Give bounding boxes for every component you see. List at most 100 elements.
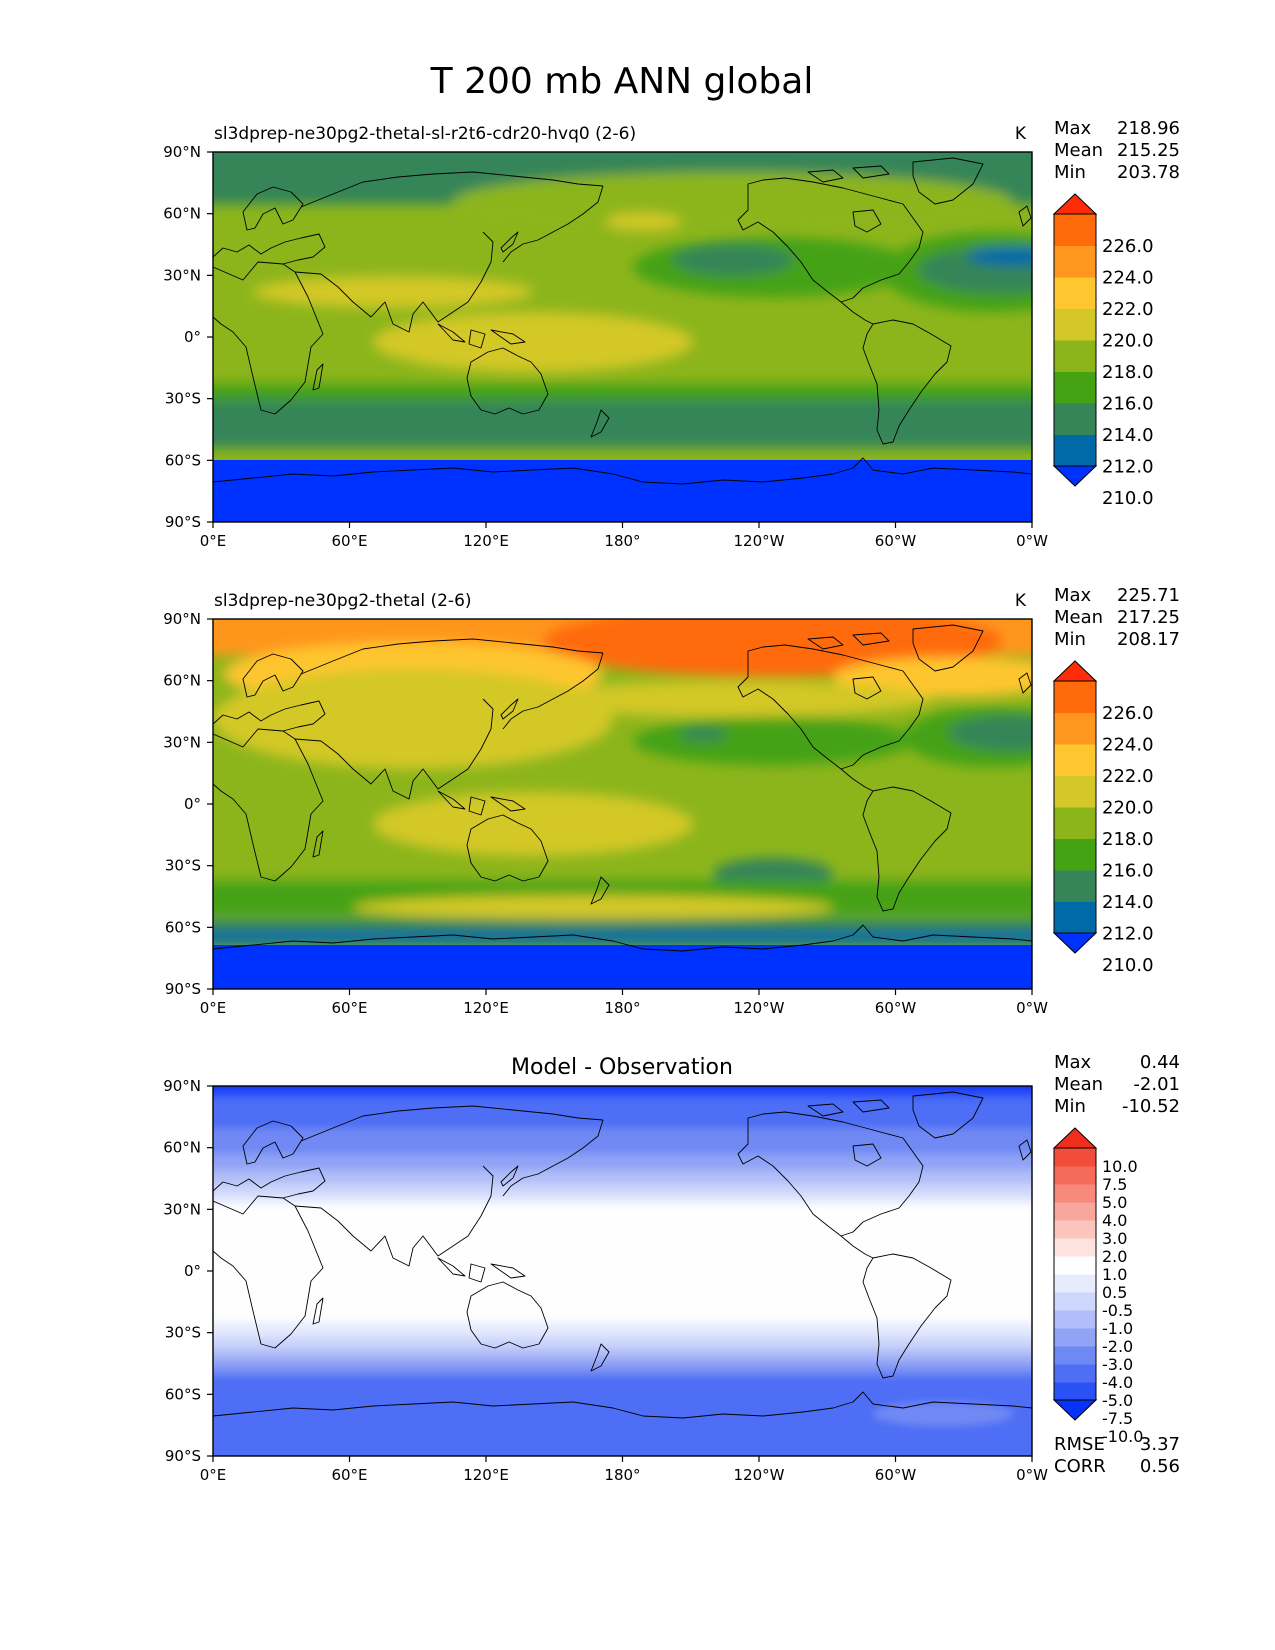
y-tick-label: 30°N bbox=[163, 733, 201, 751]
field-level-215-north-pacific bbox=[633, 717, 913, 765]
panel-1-title: sl3dprep-ne30pg2-thetal-sl-r2t6-cdr20-hv… bbox=[214, 124, 636, 144]
colorbar-label: -7.5 bbox=[1102, 1409, 1133, 1428]
colorbar-segment bbox=[1054, 775, 1096, 808]
x-tick-label: 0°E bbox=[200, 532, 227, 550]
stat-max-value: 218.96 bbox=[1117, 118, 1180, 139]
colorbar-segment bbox=[1054, 434, 1096, 467]
y-tick-label: 90°N bbox=[163, 143, 201, 161]
colorbar-label: 210.0 bbox=[1102, 488, 1154, 509]
colorbar-label: 216.0 bbox=[1102, 860, 1154, 881]
metric-rmse-value: 3.37 bbox=[1140, 1434, 1180, 1455]
field-level-214-south bbox=[213, 919, 1032, 933]
stat-min-value: 203.78 bbox=[1117, 162, 1180, 183]
colorbar-label: 220.0 bbox=[1102, 330, 1154, 351]
stat-min-value: -10.52 bbox=[1122, 1096, 1180, 1117]
colorbar-label: 212.0 bbox=[1102, 923, 1154, 944]
field-level-214-south bbox=[213, 400, 1032, 448]
colorbar-extend-max bbox=[1052, 1127, 1098, 1149]
x-tick-label: 120°E bbox=[463, 999, 509, 1017]
y-tick-label: 30°S bbox=[165, 857, 201, 875]
x-tick-label: 60°E bbox=[331, 1466, 367, 1484]
panel-2-stats: Max 225.71 Mean 217.25 Min 208.17 bbox=[1054, 585, 1180, 650]
x-tick-label: 60°E bbox=[331, 532, 367, 550]
stat-max-label: Max bbox=[1054, 1052, 1092, 1073]
field-level-218-equatorial bbox=[373, 312, 693, 372]
colorbar-segment bbox=[1054, 1148, 1096, 1167]
colorbar-segment bbox=[1054, 277, 1096, 309]
colorbar-segment bbox=[1054, 214, 1096, 246]
x-tick-label: 60°W bbox=[875, 999, 917, 1017]
stat-mean-value: -2.01 bbox=[1133, 1074, 1180, 1095]
colorbar-label: 226.0 bbox=[1102, 703, 1154, 724]
field-level-214-north-pacific bbox=[679, 727, 727, 741]
colorbar-segment bbox=[1054, 1184, 1096, 1203]
colorbar-segment bbox=[1054, 371, 1096, 404]
colorbar-label: 222.0 bbox=[1102, 766, 1154, 787]
y-tick-label: 60°N bbox=[163, 672, 201, 690]
colorbar-outline bbox=[1053, 1147, 1097, 1401]
stat-mean-label: Mean bbox=[1054, 1074, 1103, 1095]
metric-corr-label: CORR bbox=[1054, 1456, 1106, 1477]
colorbar-label: 5.0 bbox=[1102, 1193, 1127, 1212]
colorbar-segment bbox=[1054, 1364, 1096, 1383]
field-level-218-pacific bbox=[533, 681, 933, 717]
colorbar-segment bbox=[1054, 1238, 1096, 1257]
colorbar-label: 4.0 bbox=[1102, 1211, 1127, 1230]
y-tick-label: 0° bbox=[184, 1262, 201, 1280]
y-tick-label: 60°N bbox=[163, 205, 201, 223]
metric-corr-value: 0.56 bbox=[1140, 1456, 1180, 1477]
colorbar-segment bbox=[1054, 744, 1096, 776]
colorbar-label: 2.0 bbox=[1102, 1247, 1127, 1266]
panel-3-title: Model - Observation bbox=[511, 1055, 733, 1080]
panel-1-stats: Max 218.96 Mean 215.25 Min 203.78 bbox=[1054, 118, 1180, 183]
panel-2-map bbox=[213, 619, 1032, 989]
colorbar-label: 216.0 bbox=[1102, 393, 1154, 414]
stat-min-value: 208.17 bbox=[1117, 629, 1180, 650]
colorbar-segment bbox=[1054, 1274, 1096, 1293]
colorbar-label: 1.0 bbox=[1102, 1265, 1127, 1284]
y-tick-label: 90°S bbox=[165, 513, 201, 531]
colorbar-label: -4.0 bbox=[1102, 1373, 1133, 1392]
colorbar-segment bbox=[1054, 1310, 1096, 1329]
y-tick-label: 60°N bbox=[163, 1139, 201, 1157]
colorbar-label: 214.0 bbox=[1102, 425, 1154, 446]
y-tick-label: 90°S bbox=[165, 980, 201, 998]
panel-3: Model - Observation bbox=[163, 1052, 1180, 1484]
field-level-218-equatorial bbox=[373, 792, 693, 856]
panel-3-metrics: RMSE 3.37 CORR 0.56 bbox=[1054, 1434, 1180, 1477]
x-tick-label: 180° bbox=[604, 532, 640, 550]
colorbar-label: -3.0 bbox=[1102, 1355, 1133, 1374]
colorbar-extend-max bbox=[1052, 660, 1098, 682]
y-tick-label: 90°S bbox=[165, 1447, 201, 1465]
field-level-214-north-atlantic bbox=[948, 715, 1032, 751]
panel-1-map bbox=[213, 152, 1032, 522]
y-tick-label: 90°N bbox=[163, 1077, 201, 1095]
stat-max-value: 0.44 bbox=[1140, 1052, 1180, 1073]
y-tick-label: 60°S bbox=[165, 918, 201, 936]
x-tick-label: 120°E bbox=[463, 1466, 509, 1484]
colorbar-label: 7.5 bbox=[1102, 1175, 1127, 1194]
colorbar-segment bbox=[1054, 1220, 1096, 1239]
x-tick-label: 60°W bbox=[875, 532, 917, 550]
colorbar-outline bbox=[1053, 213, 1097, 467]
colorbar-segment bbox=[1054, 681, 1096, 713]
stat-max-label: Max bbox=[1054, 118, 1092, 139]
colorbar-label: -1.0 bbox=[1102, 1319, 1133, 1338]
field-level-218-asia bbox=[213, 669, 613, 769]
colorbar-label: 218.0 bbox=[1102, 362, 1154, 383]
colorbar-segment bbox=[1054, 870, 1096, 902]
stat-max-value: 225.71 bbox=[1117, 585, 1180, 606]
x-tick-label: 120°E bbox=[463, 532, 509, 550]
colorbar-segment bbox=[1054, 1328, 1096, 1347]
colorbar-segment bbox=[1054, 340, 1096, 372]
x-tick-label: 120°W bbox=[734, 999, 785, 1017]
y-tick-label: 60°S bbox=[165, 451, 201, 469]
y-tick-label: 0° bbox=[184, 795, 201, 813]
x-tick-label: 60°W bbox=[875, 1466, 917, 1484]
metric-rmse-label: RMSE bbox=[1054, 1434, 1105, 1455]
y-tick-label: 90°N bbox=[163, 610, 201, 628]
x-tick-label: 180° bbox=[604, 1466, 640, 1484]
x-tick-label: 120°W bbox=[734, 1466, 785, 1484]
field-level-216-north-band bbox=[453, 172, 1013, 232]
panel-3-axis-ticks: 0°E 60°E 120°E 180° 120°W 60°W 0°W 90°N 60°N 30°N… bbox=[163, 1077, 1048, 1484]
